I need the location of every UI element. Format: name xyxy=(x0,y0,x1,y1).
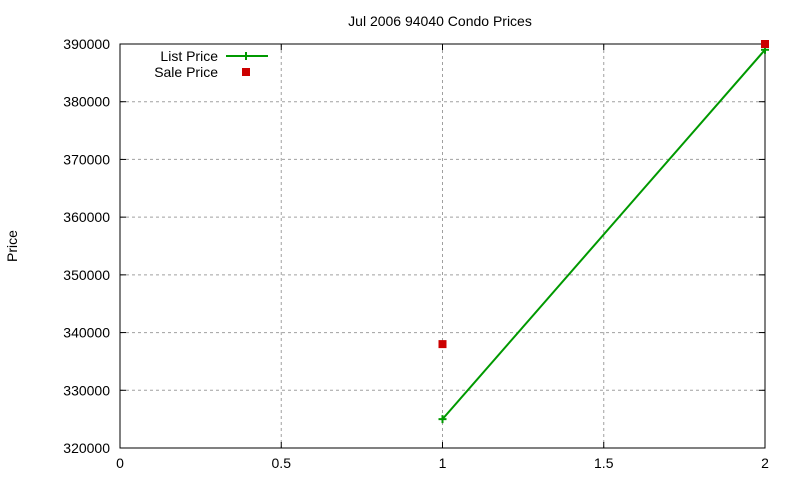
y-tick-label: 340000 xyxy=(63,325,110,341)
x-tick-label: 0 xyxy=(116,455,124,471)
legend-label: Sale Price xyxy=(154,64,218,80)
y-tick-label: 390000 xyxy=(63,36,110,52)
y-axis-label: Price xyxy=(4,230,20,262)
square-marker xyxy=(242,68,250,76)
y-tick-label: 360000 xyxy=(63,209,110,225)
x-tick-label: 2 xyxy=(761,455,769,471)
y-tick-label: 320000 xyxy=(63,440,110,456)
x-tick-label: 1.5 xyxy=(594,455,614,471)
square-marker xyxy=(438,340,447,349)
x-tick-label: 0.5 xyxy=(272,455,292,471)
series-layer xyxy=(438,40,769,424)
legend-label: List Price xyxy=(160,48,218,64)
x-tick-label: 1 xyxy=(439,455,447,471)
y-tick-label: 350000 xyxy=(63,267,110,283)
y-tick-label: 370000 xyxy=(63,151,110,167)
y-tick-label: 380000 xyxy=(63,94,110,110)
grid xyxy=(120,44,765,448)
y-tick-label: 330000 xyxy=(63,382,110,398)
square-marker xyxy=(761,40,769,48)
chart-title: Jul 2006 94040 Condo Prices xyxy=(348,13,532,29)
plot-frame xyxy=(119,43,766,449)
list-price-line xyxy=(441,49,766,420)
axis-ticks: 0 0.5 1 1.5 2 320000 330000 340000 350000 360000 3… xyxy=(63,36,769,471)
